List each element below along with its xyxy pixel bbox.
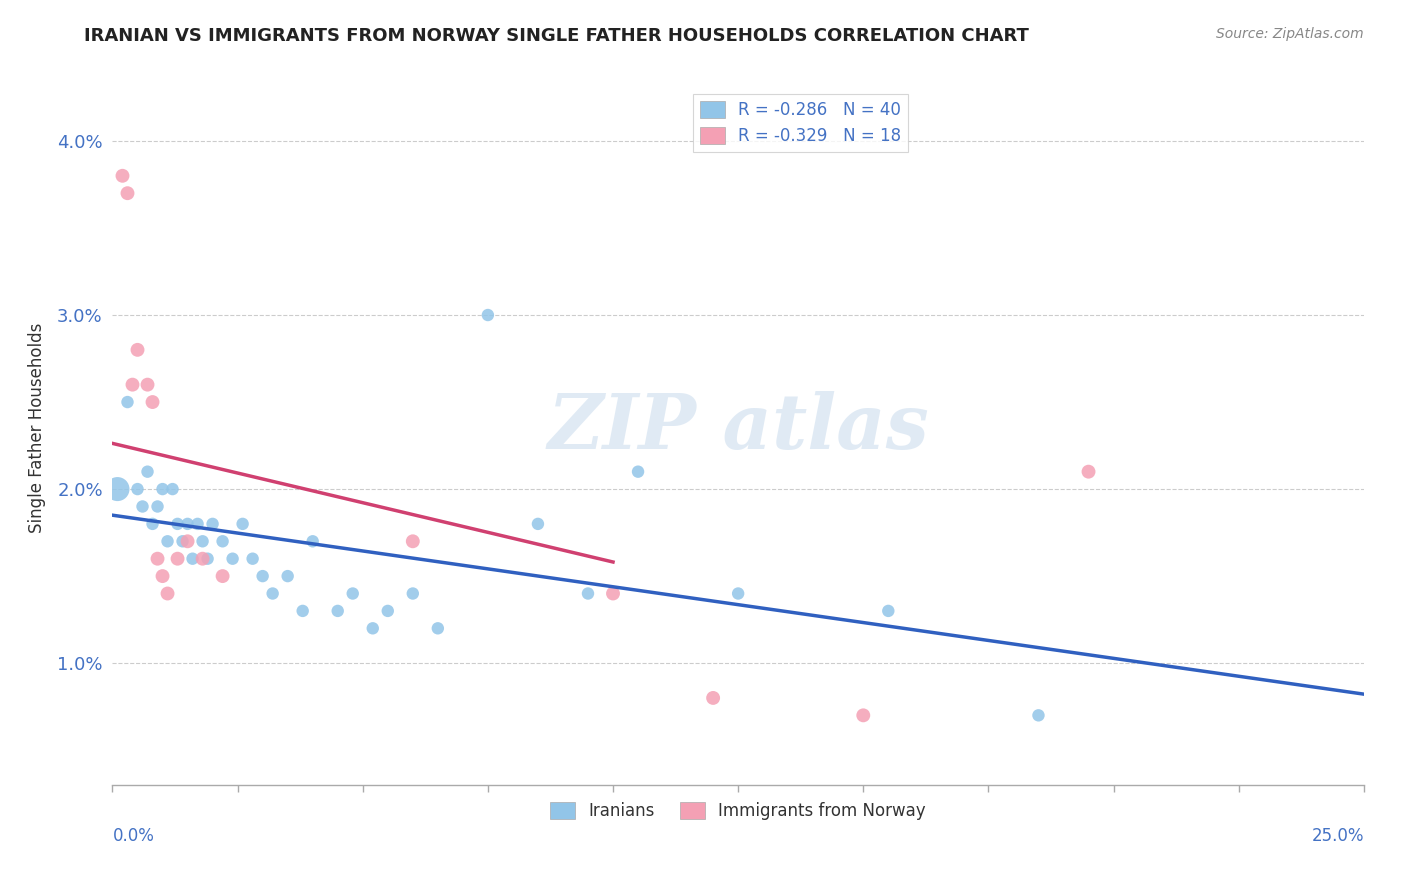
Point <box>277 569 299 583</box>
Point <box>477 308 499 322</box>
Point <box>152 482 174 496</box>
Point <box>152 569 174 583</box>
Text: IRANIAN VS IMMIGRANTS FROM NORWAY SINGLE FATHER HOUSEHOLDS CORRELATION CHART: IRANIAN VS IMMIGRANTS FROM NORWAY SINGLE… <box>84 27 1029 45</box>
Legend: Iranians, Immigrants from Norway: Iranians, Immigrants from Norway <box>544 795 932 827</box>
Point <box>242 551 264 566</box>
Point <box>377 604 399 618</box>
Point <box>136 465 159 479</box>
Point <box>141 395 163 409</box>
Point <box>702 690 724 705</box>
Point <box>176 534 198 549</box>
Point <box>221 551 243 566</box>
Point <box>232 516 254 531</box>
Point <box>402 534 425 549</box>
Text: 0.0%: 0.0% <box>112 827 155 845</box>
Point <box>252 569 274 583</box>
Point <box>127 343 149 357</box>
Point <box>117 395 139 409</box>
Point <box>146 500 169 514</box>
Point <box>131 500 153 514</box>
Point <box>426 621 449 635</box>
Point <box>852 708 875 723</box>
Point <box>181 551 204 566</box>
Text: ZIP atlas: ZIP atlas <box>547 392 929 465</box>
Point <box>727 586 749 600</box>
Point <box>107 482 129 496</box>
Point <box>262 586 284 600</box>
Point <box>156 534 179 549</box>
Point <box>117 186 139 201</box>
Point <box>576 586 599 600</box>
Point <box>127 482 149 496</box>
Point <box>326 604 349 618</box>
Point <box>602 586 624 600</box>
Point <box>136 377 159 392</box>
Point <box>1028 708 1050 723</box>
Point <box>627 465 650 479</box>
Point <box>191 534 214 549</box>
Y-axis label: Single Father Households: Single Father Households <box>28 323 46 533</box>
Point <box>301 534 323 549</box>
Point <box>402 586 425 600</box>
Point <box>191 551 214 566</box>
Point <box>146 551 169 566</box>
Point <box>211 534 233 549</box>
Text: 25.0%: 25.0% <box>1312 827 1364 845</box>
Point <box>166 551 188 566</box>
Point <box>1077 465 1099 479</box>
Point <box>291 604 314 618</box>
Point <box>197 551 219 566</box>
Point <box>141 516 163 531</box>
Point <box>111 169 134 183</box>
Point <box>877 604 900 618</box>
Point <box>176 516 198 531</box>
Text: Source: ZipAtlas.com: Source: ZipAtlas.com <box>1216 27 1364 41</box>
Point <box>121 377 143 392</box>
Point <box>187 516 209 531</box>
Point <box>172 534 194 549</box>
Point <box>527 516 550 531</box>
Point <box>156 586 179 600</box>
Point <box>211 569 233 583</box>
Point <box>166 516 188 531</box>
Point <box>342 586 364 600</box>
Point <box>361 621 384 635</box>
Point <box>201 516 224 531</box>
Point <box>162 482 184 496</box>
